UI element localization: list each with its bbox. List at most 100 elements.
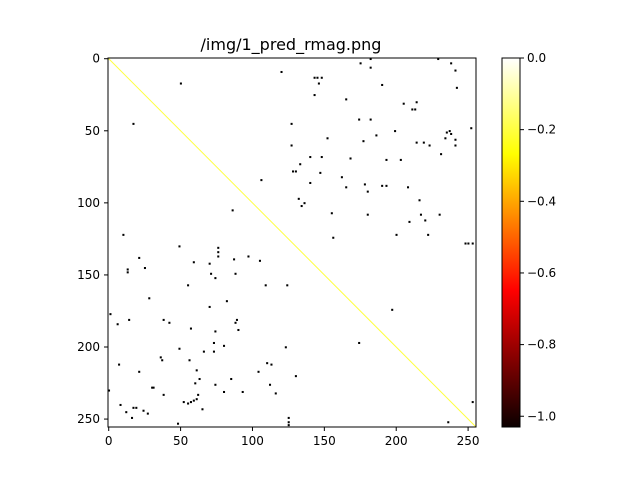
heatmap-cell xyxy=(178,245,181,248)
colorbar-tick-label: −0.6 xyxy=(527,266,556,280)
heatmap-cell xyxy=(162,318,165,321)
heatmap-cell xyxy=(345,186,348,189)
colorbar-frame xyxy=(501,57,521,428)
heatmap-cell xyxy=(358,118,361,121)
heatmap-cell xyxy=(286,284,289,287)
heatmap-cell xyxy=(197,393,200,396)
heatmap-cell xyxy=(363,183,366,186)
plot-area xyxy=(107,57,477,428)
heatmap-cell xyxy=(269,383,272,386)
heatmap-cell xyxy=(148,297,151,300)
heatmap-cell xyxy=(223,344,226,347)
heatmap-cell xyxy=(440,153,443,156)
colorbar-tick-label: 0.0 xyxy=(527,51,546,65)
heatmap-cell xyxy=(264,284,267,287)
heatmap-cell xyxy=(168,321,171,324)
heatmap-cell xyxy=(455,86,458,89)
heatmap-cell xyxy=(447,421,450,424)
heatmap-cell xyxy=(294,375,297,378)
colorbar-tick-label: −0.8 xyxy=(527,338,556,352)
heatmap-cell xyxy=(119,403,122,406)
heatmap-cell xyxy=(362,140,365,143)
y-tick-label: 100 xyxy=(77,196,100,210)
heatmap-cell xyxy=(126,268,129,271)
heatmap-cell xyxy=(411,108,414,111)
heatmap-cell xyxy=(177,422,180,425)
heatmap-cell xyxy=(450,62,453,65)
heatmap-cell xyxy=(132,406,135,409)
heatmap-cell xyxy=(210,272,213,275)
heatmap-cell xyxy=(471,401,474,404)
heatmap-cell xyxy=(212,341,215,344)
heatmap-cell xyxy=(391,308,394,311)
heatmap-cell xyxy=(161,359,164,362)
heatmap-cell xyxy=(131,416,134,419)
heatmap-cell xyxy=(217,246,220,249)
heatmap-cell xyxy=(135,406,138,409)
heatmap-cell xyxy=(395,233,398,236)
heatmap-cell xyxy=(142,409,145,412)
heatmap-cell xyxy=(369,58,372,61)
heatmap-cell xyxy=(448,130,451,133)
heatmap-cell xyxy=(467,242,470,245)
heatmap-cell xyxy=(300,205,303,208)
heatmap-cell xyxy=(290,144,293,147)
heatmap-cell xyxy=(188,359,191,362)
heatmap-cell xyxy=(317,82,320,85)
colorbar: 0.0 −0.2 −0.4 −0.6 −0.8 −1.0 xyxy=(501,51,556,428)
colorbar-gradient xyxy=(502,58,520,427)
heatmap-cell xyxy=(257,370,260,373)
heatmap-cell xyxy=(192,261,195,264)
heatmap-cell xyxy=(247,255,250,258)
heatmap-cell xyxy=(237,328,240,332)
x-tick-label: 150 xyxy=(313,434,336,448)
diagonal-line xyxy=(107,57,477,428)
heatmap-cell xyxy=(126,271,129,274)
heatmap-cell xyxy=(470,127,473,130)
heatmap-cell xyxy=(159,356,162,359)
heatmap-cell xyxy=(208,305,211,308)
y-tick-label: 0 xyxy=(92,52,100,66)
heatmap-cell xyxy=(233,258,236,261)
y-tick-label: 200 xyxy=(77,340,100,354)
heatmap-cell xyxy=(415,101,418,104)
heatmap-cell xyxy=(202,350,205,353)
heatmap-cell xyxy=(116,323,119,326)
heatmap-cell xyxy=(241,390,244,393)
x-tick-label: 200 xyxy=(385,434,408,448)
heatmap-cell xyxy=(450,132,453,135)
heatmap-cell xyxy=(234,321,237,324)
heatmap-cell xyxy=(187,402,190,405)
colorbar-ticks: 0.0 −0.2 −0.4 −0.6 −0.8 −1.0 xyxy=(520,51,556,423)
heatmap-cell xyxy=(198,377,201,381)
heatmap-cell xyxy=(195,369,198,372)
x-tick-label: 100 xyxy=(241,434,264,448)
heatmap-cell xyxy=(122,233,125,236)
heatmap-cell xyxy=(424,219,427,222)
heatmap-cell xyxy=(260,179,263,182)
heatmap-cell xyxy=(345,98,348,101)
x-tick-label: 250 xyxy=(457,434,480,448)
heatmap-cell xyxy=(223,390,226,393)
heatmap-cell xyxy=(385,184,388,187)
heatmap-cell xyxy=(408,220,411,223)
heatmap-cell xyxy=(212,350,215,353)
heatmap-cell xyxy=(217,251,220,254)
heatmap-cells xyxy=(108,58,474,427)
heatmap-cell xyxy=(366,190,369,193)
heatmap-cell xyxy=(313,94,316,97)
heatmap-cell xyxy=(319,171,322,174)
heatmap-cell xyxy=(320,156,323,159)
heatmap-cell xyxy=(366,213,369,216)
heatmap-cell xyxy=(299,163,302,166)
heatmap-cell xyxy=(427,233,430,236)
heatmap-cell xyxy=(375,134,378,137)
heatmap-cell xyxy=(270,363,273,366)
heatmap-cell xyxy=(326,137,329,140)
heatmap-cell xyxy=(214,277,217,280)
heatmap-cell xyxy=(118,363,121,366)
heatmap-cell xyxy=(128,318,131,321)
heatmap-cell xyxy=(138,256,141,259)
heatmap-cell xyxy=(235,318,238,321)
